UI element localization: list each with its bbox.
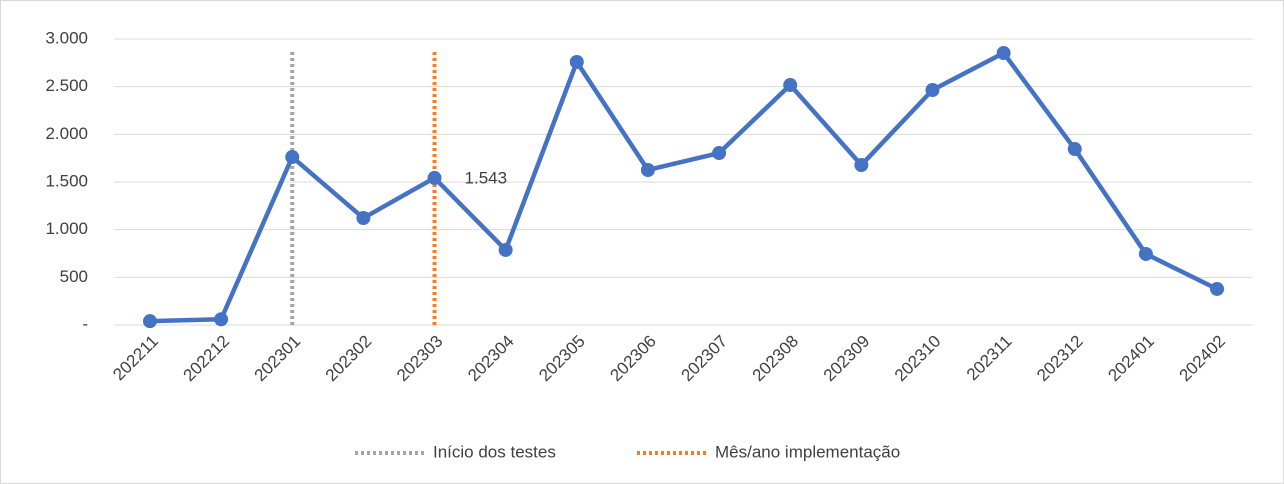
data-point (712, 146, 727, 161)
y-tick-label: 2.000 (45, 124, 88, 143)
data-point (356, 211, 371, 226)
series-line (149, 50, 1219, 324)
y-tick-label: - (82, 314, 88, 333)
data-point (996, 46, 1011, 61)
data-point (1210, 281, 1225, 296)
data-point (142, 314, 157, 329)
legend-label: Mês/ano implementação (715, 442, 900, 461)
y-tick-label: 1.500 (45, 171, 88, 190)
data-point (783, 78, 798, 93)
data-point (640, 162, 655, 177)
data-point (427, 170, 442, 185)
y-tick-label: 1.000 (45, 219, 88, 238)
y-tick-label: 2.500 (45, 76, 88, 95)
y-tick-label: 3.000 (45, 28, 88, 47)
data-label: 1.543 (465, 168, 508, 187)
data-point (925, 83, 940, 98)
data-point (1067, 142, 1082, 157)
legend-label: Início dos testes (433, 442, 556, 461)
data-point (285, 150, 300, 165)
y-tick-label: 500 (60, 267, 88, 286)
data-point (854, 158, 869, 173)
data-point (214, 312, 229, 327)
data-point (498, 242, 513, 257)
data-point (569, 54, 584, 69)
data-point (1138, 246, 1153, 261)
